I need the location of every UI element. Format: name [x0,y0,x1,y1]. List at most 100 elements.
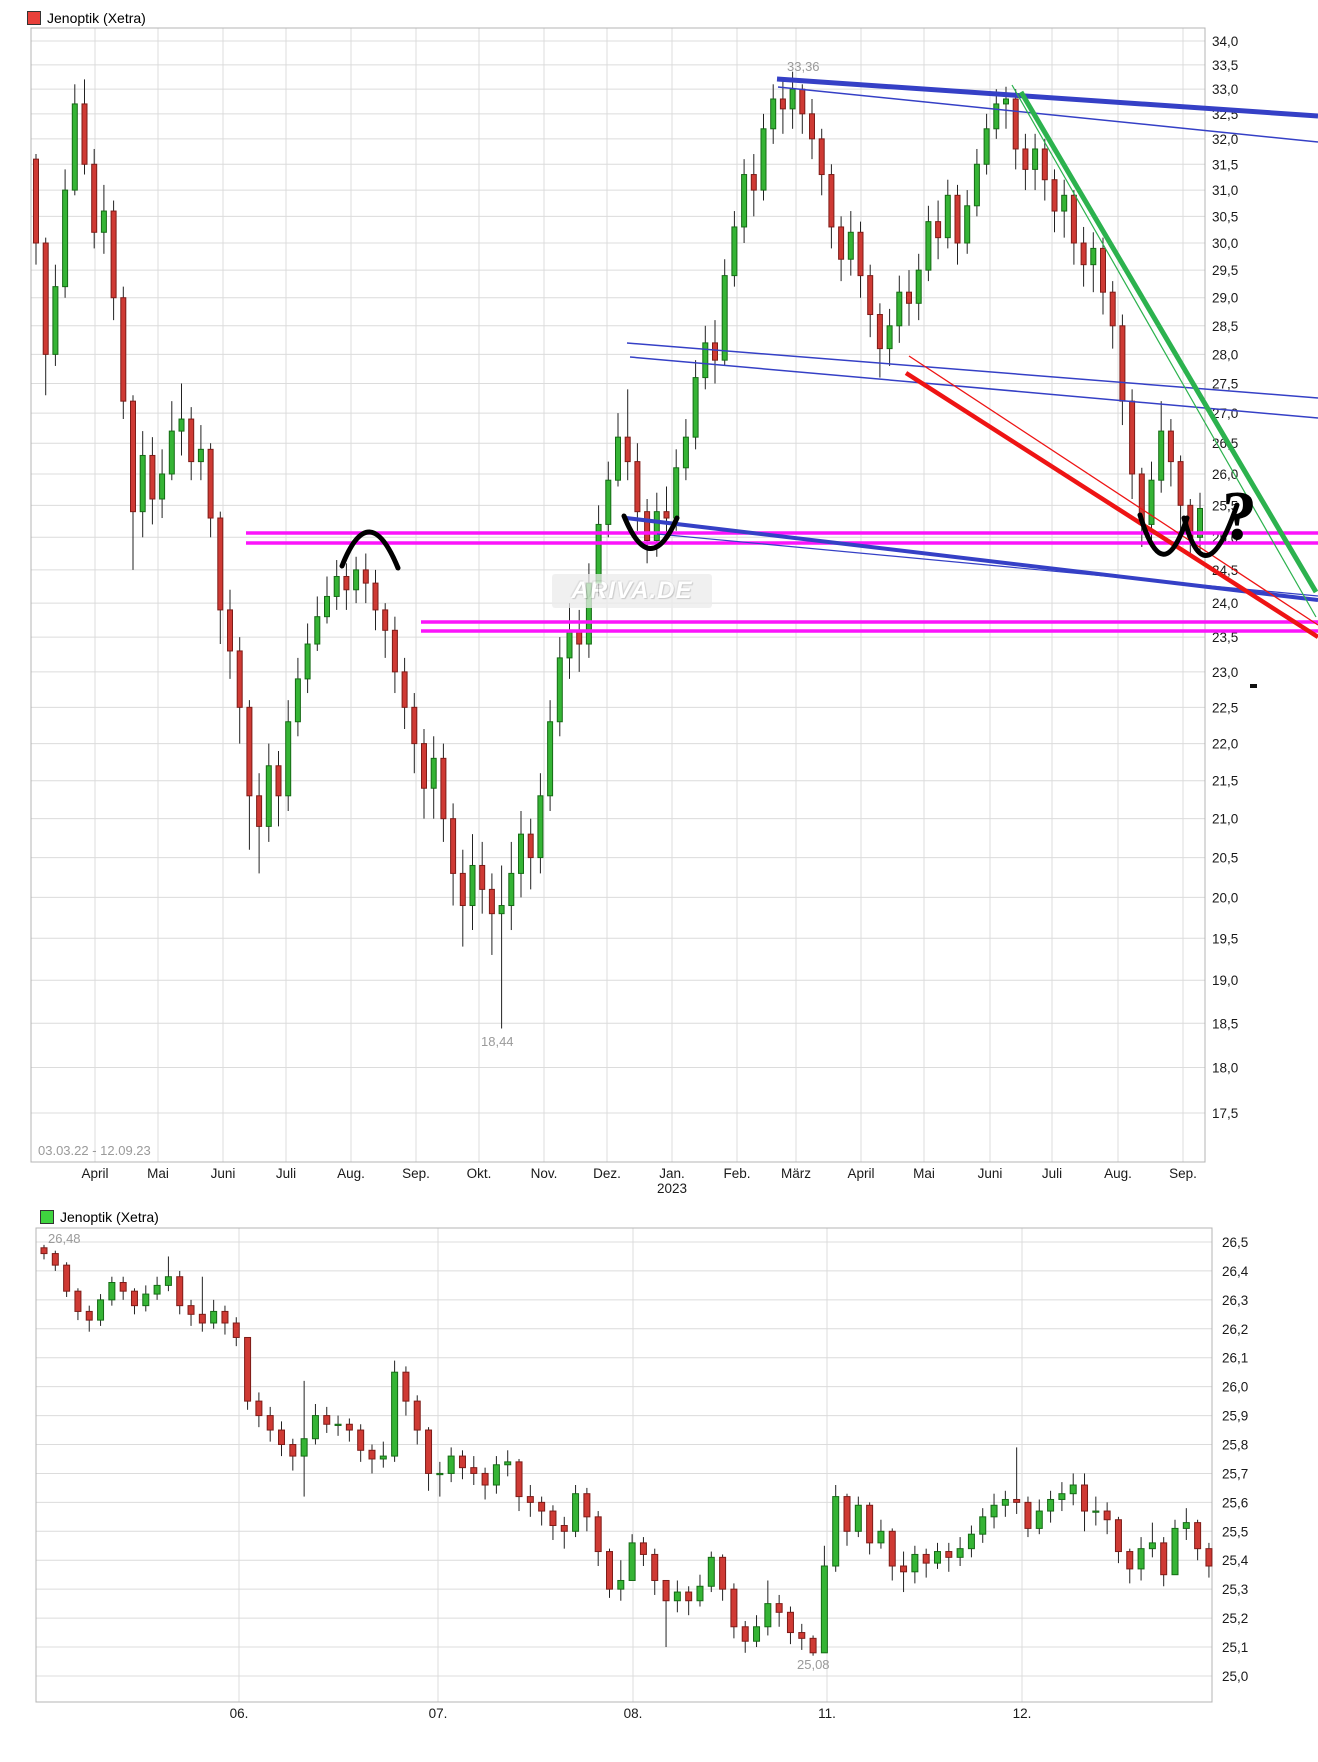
svg-text:Okt.: Okt. [467,1166,492,1181]
blue-channel-top-thick [776,76,1318,119]
intraday-chart-legend: Jenoptik (Xetra) [40,1209,159,1225]
svg-text:17,5: 17,5 [1212,1106,1238,1121]
svg-text:Dez.: Dez. [593,1166,621,1181]
svg-text:33,0: 33,0 [1212,82,1238,97]
intraday-open-price-label: 26,48 [48,1231,81,1246]
svg-text:Feb.: Feb. [723,1166,750,1181]
intraday-chart-candles [40,1244,1213,1656]
svg-text:März: März [781,1166,811,1181]
svg-text:25,5: 25,5 [1222,1524,1248,1539]
svg-text:Juli: Juli [1042,1166,1062,1181]
svg-text:18,5: 18,5 [1212,1016,1238,1031]
svg-text:Nov.: Nov. [531,1166,558,1181]
svg-text:25,2: 25,2 [1222,1611,1248,1626]
svg-text:26,1: 26,1 [1222,1351,1248,1366]
svg-text:Aug.: Aug. [1104,1166,1132,1181]
svg-text:April: April [81,1166,108,1181]
svg-text:Juli: Juli [276,1166,296,1181]
svg-text:26,0: 26,0 [1222,1380,1248,1395]
svg-text:25,3: 25,3 [1222,1582,1248,1597]
svg-text:20,0: 20,0 [1212,890,1238,905]
svg-text:Mai: Mai [913,1166,935,1181]
svg-text:Sep.: Sep. [402,1166,430,1181]
svg-text:26,3: 26,3 [1222,1293,1248,1308]
svg-text:Sep.: Sep. [1169,1166,1197,1181]
svg-text:26,0: 26,0 [1212,467,1238,482]
svg-text:28,0: 28,0 [1212,347,1238,362]
blue-channel-top-thin [777,86,1318,143]
svg-text:25,5: 25,5 [1212,498,1238,513]
svg-text:21,0: 21,0 [1212,812,1238,827]
svg-text:19,0: 19,0 [1212,973,1238,988]
blue-mid-thin-a [626,342,1318,399]
svg-text:April: April [847,1166,874,1181]
hill-arc-aug22 [339,529,401,571]
blue-mid-thin-b [629,356,1318,419]
svg-text:31,0: 31,0 [1212,183,1238,198]
svg-text:Mai: Mai [147,1166,169,1181]
question-mark-annotation: ? [1222,478,1257,555]
svg-text:22,5: 22,5 [1212,700,1238,715]
svg-text:24,0: 24,0 [1212,596,1238,611]
red-series-marker-icon [27,11,41,25]
svg-text:07.: 07. [429,1706,448,1721]
intraday-legend-label: Jenoptik (Xetra) [60,1209,159,1225]
red-trend-thick [904,371,1318,639]
svg-text:34,0: 34,0 [1212,34,1238,49]
svg-text:27,5: 27,5 [1212,376,1238,391]
blue-low-thick [625,516,1318,602]
u-arc-sep23 [1181,502,1240,558]
svg-text:25,0: 25,0 [1222,1669,1248,1684]
svg-text:25,6: 25,6 [1222,1495,1248,1510]
svg-text:26,5: 26,5 [1222,1235,1248,1250]
svg-text:18,0: 18,0 [1212,1060,1238,1075]
ariva-watermark: ARIVA.DE [552,574,712,608]
svg-text:11.: 11. [818,1706,836,1721]
svg-text:26,2: 26,2 [1222,1322,1248,1337]
svg-text:25,8: 25,8 [1222,1438,1248,1453]
u-arc-aug23 [1137,512,1190,557]
svg-text:22,0: 22,0 [1212,737,1238,752]
green-series-marker-icon [40,1210,54,1224]
svg-text:23,0: 23,0 [1212,665,1238,680]
svg-text:Juni: Juni [211,1166,236,1181]
u-arc-dez22 [621,513,680,551]
blue-low-thin [656,533,1318,597]
peak-price-label: 33,36 [787,59,820,74]
main-chart-legend: Jenoptik (Xetra) [27,10,146,26]
svg-text:25,1: 25,1 [1222,1640,1248,1655]
red-trend-thin [908,355,1318,626]
trendline-annotations [246,76,1318,639]
svg-text:30,0: 30,0 [1212,236,1238,251]
svg-text:29,5: 29,5 [1212,263,1238,278]
svg-text:21,5: 21,5 [1212,774,1238,789]
intraday-chart-axis-labels: 26,5 26,4 26,3 26,2 26,1 26,0 25,9 25,8 25,7 25,6… [230,1235,1249,1721]
main-legend-label: Jenoptik (Xetra) [47,10,146,26]
svg-text:12.: 12. [1013,1706,1032,1721]
svg-text:32,0: 32,0 [1212,132,1238,147]
low-price-label: 18,44 [481,1034,514,1049]
svg-text:29,0: 29,0 [1212,291,1238,306]
svg-text:26,4: 26,4 [1222,1264,1249,1279]
svg-text:25,4: 25,4 [1222,1553,1249,1568]
svg-text:2023: 2023 [657,1181,687,1196]
svg-text:19,5: 19,5 [1212,931,1238,946]
intraday-chart-grid [35,1227,1213,1703]
main-chart-grid [30,27,1206,1163]
svg-text:08.: 08. [624,1706,643,1721]
svg-text:23,5: 23,5 [1212,630,1238,645]
svg-text:28,5: 28,5 [1212,319,1238,334]
svg-text:Jan.: Jan. [659,1166,685,1181]
small-dash-annotation [1250,684,1257,688]
green-trend-thick [1018,90,1318,594]
svg-text:25,7: 25,7 [1222,1466,1248,1481]
main-chart-candles [33,71,1203,1029]
svg-text:33,5: 33,5 [1212,58,1238,73]
intraday-low-price-label: 25,08 [797,1657,830,1672]
green-trend-thin [1011,84,1317,618]
svg-text:30,5: 30,5 [1212,209,1238,224]
svg-text:Juni: Juni [978,1166,1003,1181]
svg-text:Aug.: Aug. [337,1166,365,1181]
